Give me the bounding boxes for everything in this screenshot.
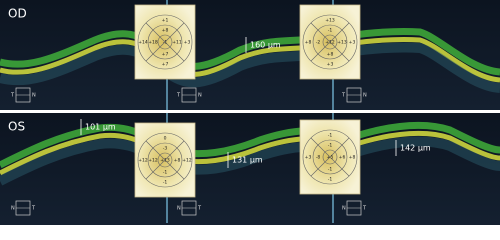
etdrs-value: +12 — [325, 40, 335, 46]
etdrs-value: +12 — [148, 158, 158, 164]
etdrs-value: +8 — [174, 158, 181, 164]
etdrs-spoke — [145, 22, 185, 62]
etdrs-ring — [322, 34, 338, 50]
thumbnail-label: N — [177, 206, 181, 212]
etdrs-ring — [157, 152, 173, 168]
os-background — [0, 113, 500, 225]
etdrs-spoke — [310, 137, 350, 177]
retina-shadow — [0, 42, 500, 93]
thumbnail-label: T — [362, 206, 367, 212]
etdrs-value: +14 — [138, 40, 148, 46]
retina-layer — [0, 121, 500, 169]
etdrs-value: -2 — [316, 40, 321, 46]
etdrs-value: +8 — [327, 52, 334, 58]
etdrs-ring — [322, 149, 338, 165]
eye-label: OS — [8, 120, 25, 134]
retina-layer — [0, 130, 500, 176]
etdrs-value: +12 — [182, 158, 192, 164]
etdrs-value: +8 — [305, 40, 312, 46]
thickness-label: 142 µm — [400, 144, 431, 153]
thumbnail-label: T — [10, 93, 15, 99]
etdrs-value: -1 — [328, 133, 333, 139]
etdrs-value: -1 — [163, 170, 168, 176]
etdrs-value: -3 — [163, 146, 168, 152]
retina-shadow — [0, 136, 500, 186]
etdrs-value: -1 — [328, 167, 333, 173]
etdrs-value: +12 — [138, 158, 148, 164]
etdrs-value: +3 — [305, 155, 312, 161]
etdrs-value: +3 — [349, 40, 356, 46]
etdrs-value: +13 — [160, 158, 170, 164]
etdrs-value: +18 — [148, 40, 158, 46]
etdrs-value: +13 — [325, 18, 335, 24]
etdrs-value: -1 — [163, 40, 168, 46]
etdrs-value: +13 — [337, 40, 347, 46]
etdrs-value: +6 — [339, 155, 346, 161]
thumbnail-label: N — [198, 93, 202, 99]
thumbnail-label: N — [32, 93, 36, 99]
etdrs-value: +5 — [327, 155, 334, 161]
etdrs-value: +7 — [162, 52, 169, 58]
thickness-label: 101 µm — [85, 123, 116, 132]
etdrs-ring — [137, 14, 193, 70]
etdrs-ring — [147, 24, 183, 60]
etdrs-value: +8 — [162, 28, 169, 34]
etdrs-ring — [302, 129, 358, 185]
etdrs-value: -1 — [163, 180, 168, 186]
etdrs-value: +11 — [172, 40, 182, 46]
etdrs-value: +8 — [349, 155, 356, 161]
thumbnail-label: T — [31, 206, 36, 212]
etdrs-value: +1 — [162, 18, 169, 24]
etdrs-value: -8 — [316, 155, 321, 161]
etdrs-ring — [312, 139, 348, 175]
thickness-label: 160 µm — [250, 41, 281, 50]
etdrs-ring — [302, 14, 358, 70]
thumbnail-label: N — [342, 206, 346, 212]
etdrs-value: -1 — [328, 28, 333, 34]
eye-label: OD — [8, 7, 27, 21]
etdrs-ring — [137, 132, 193, 188]
etdrs-value: +7 — [162, 62, 169, 68]
etdrs-ring — [157, 34, 173, 50]
etdrs-ring — [147, 142, 183, 178]
thickness-label: 131 µm — [232, 156, 263, 165]
etdrs-value: -1 — [328, 177, 333, 183]
thumbnail-label: T — [176, 93, 181, 99]
etdrs-spoke — [310, 22, 350, 62]
etdrs-ring — [312, 24, 348, 60]
etdrs-value: +3 — [184, 40, 191, 46]
etdrs-value: 0 — [164, 136, 167, 142]
thumbnail-label: N — [11, 206, 15, 212]
thumbnail-label: N — [363, 93, 367, 99]
thumbnail-label: T — [197, 206, 202, 212]
thumbnail-label: T — [341, 93, 346, 99]
etdrs-value: -1 — [328, 143, 333, 149]
etdrs-value: +3 — [327, 62, 334, 68]
etdrs-spoke — [145, 140, 185, 180]
retina-layer — [0, 36, 500, 83]
retina-layer — [0, 27, 500, 76]
